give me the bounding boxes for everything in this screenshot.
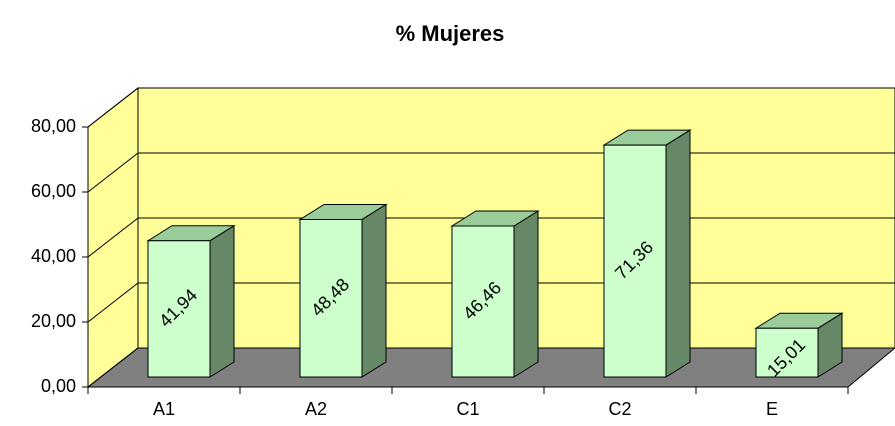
bar-front [147,240,211,378]
grid-line [87,87,895,128]
y-tick-label: 80,00 [31,116,76,136]
chart-title: % Mujeres [396,21,505,46]
bar-front [603,144,667,378]
y-tick-label: 20,00 [31,311,76,331]
bar-side [513,210,539,378]
bar-side [665,129,691,378]
x-tick-label: A2 [305,399,327,419]
y-tick-label: 0,00 [41,376,76,396]
bar [754,312,844,378]
bar [298,203,388,378]
bar-side [209,224,235,378]
x-tick-label: A1 [153,399,175,419]
x-tick-label: C2 [608,399,631,419]
bar-front [755,327,819,378]
bar [146,224,236,378]
bar [602,129,692,378]
y-tick-label: 60,00 [31,181,76,201]
bar-front [299,218,363,378]
x-tick-label: E [766,399,778,419]
bar [450,210,540,378]
bar-front [451,225,515,378]
y-tick-label: 40,00 [31,246,76,266]
bar-side [361,203,387,378]
x-tick-label: C1 [456,399,479,419]
